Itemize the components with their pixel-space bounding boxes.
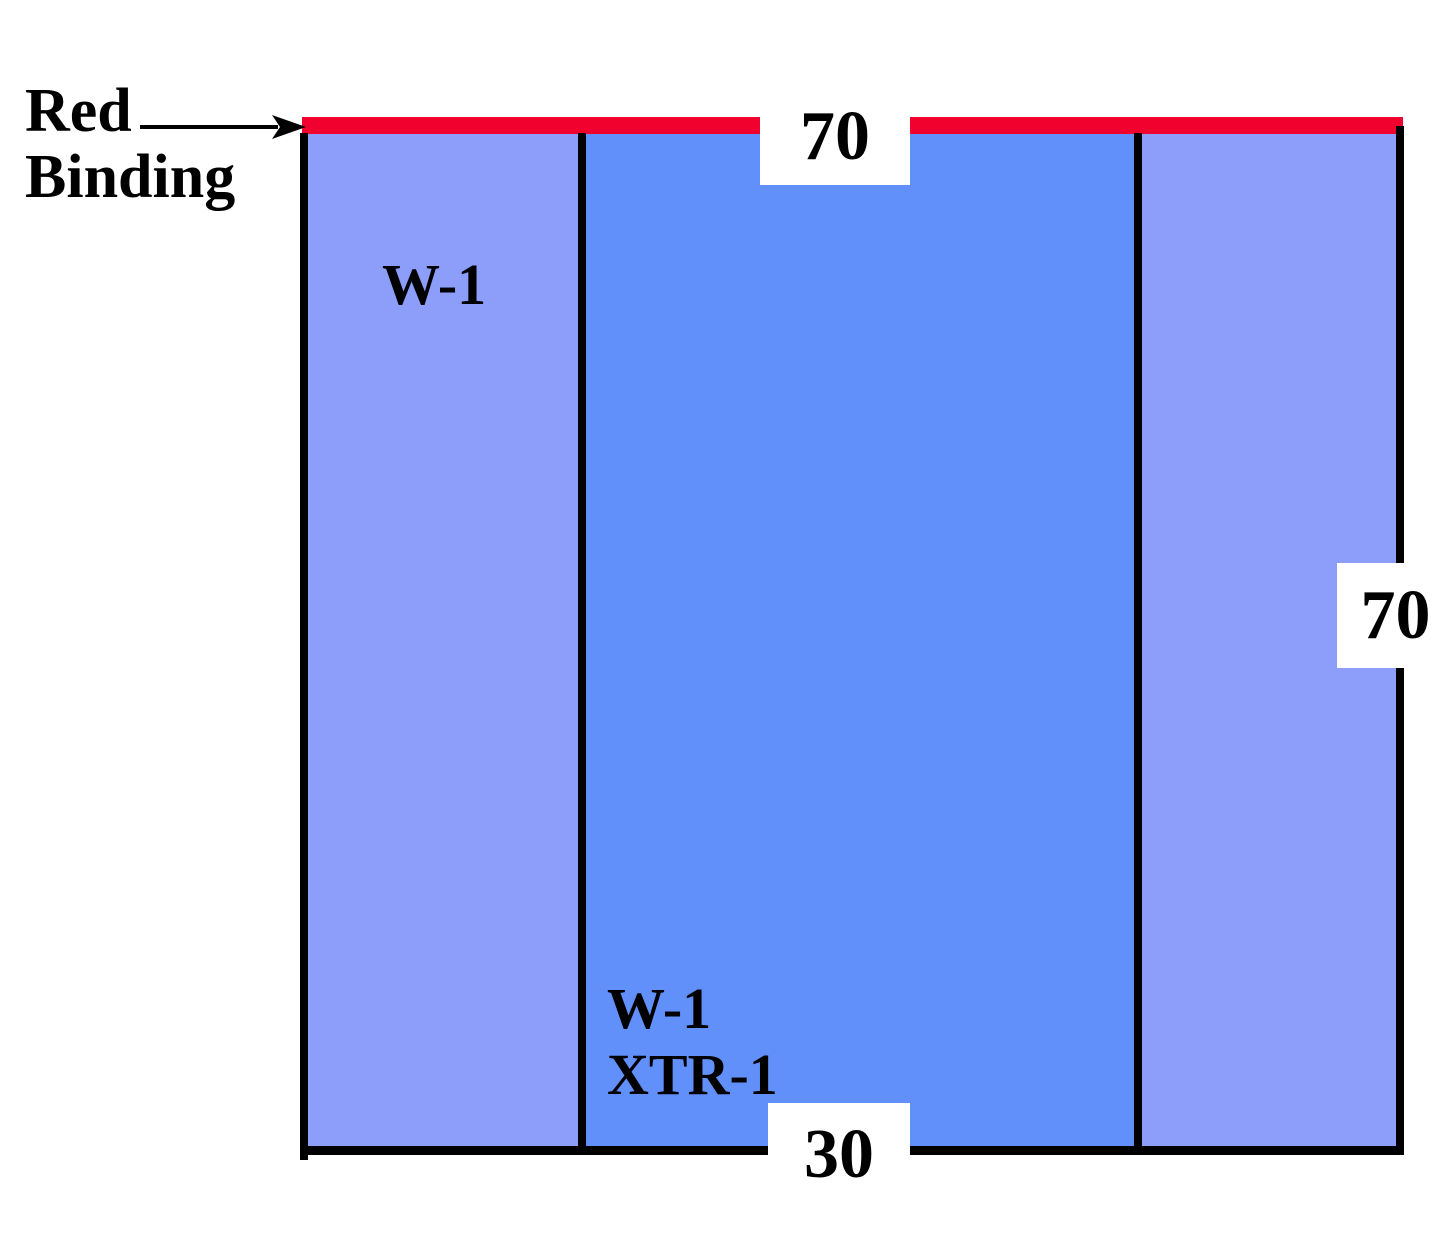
middle-panel-label: W-1 XTR-1 [607, 976, 778, 1108]
top-width-value: 70 [800, 98, 870, 175]
left-border-line [300, 133, 308, 1160]
bottom-width-dimension: 30 [768, 1103, 910, 1192]
red-binding-annotation: Red Binding [25, 78, 235, 210]
right-height-dimension: 70 [1337, 563, 1440, 668]
bottom-width-value: 30 [804, 1116, 874, 1193]
right-height-value: 70 [1360, 576, 1431, 654]
panel-divider-left [578, 133, 586, 1147]
panel-divider-right [1134, 133, 1142, 1147]
left-panel-label: W-1 [382, 252, 486, 318]
middle-panel [582, 134, 1138, 1147]
annotation-arrow-icon [138, 106, 308, 148]
middle-panel-label-line2: XTR-1 [607, 1042, 778, 1107]
left-panel [304, 134, 582, 1147]
top-width-dimension: 70 [760, 98, 910, 185]
red-binding-annotation-line2: Binding [25, 143, 236, 211]
left-panel-label-text: W-1 [382, 252, 487, 317]
middle-panel-label-line1: W-1 [607, 976, 712, 1041]
red-binding-annotation-line1: Red [25, 77, 132, 145]
